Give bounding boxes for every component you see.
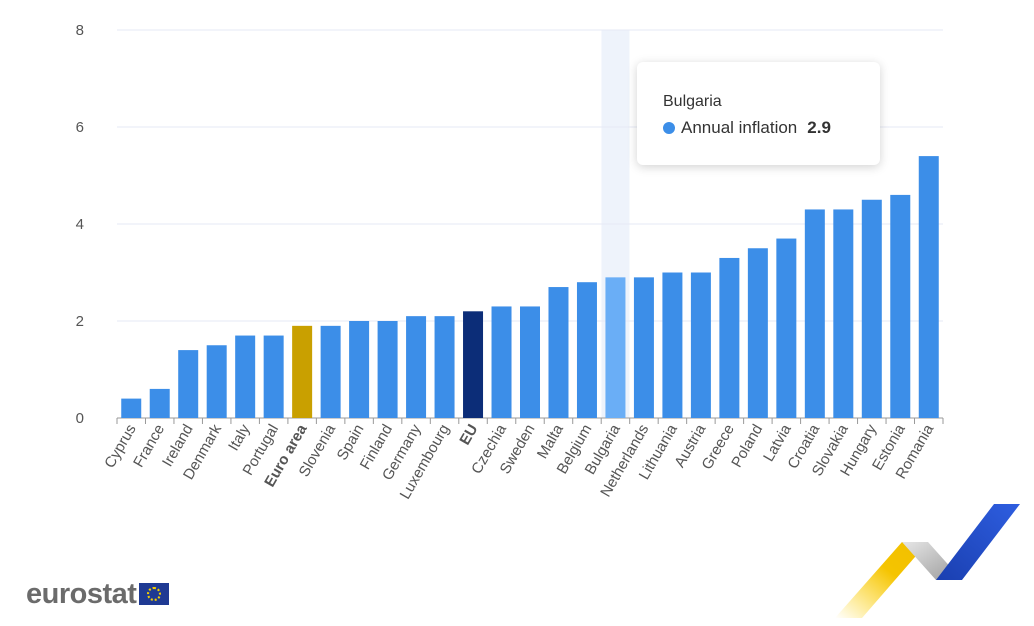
bar [861,199,882,418]
bar [633,277,654,418]
bar [833,209,854,418]
bar [890,194,911,418]
series-dot-icon [663,122,675,134]
y-tick-label: 0 [76,410,84,427]
bar [918,156,939,418]
bar [463,311,484,418]
bar [320,325,341,418]
bar [235,335,256,418]
bar [178,350,199,418]
eurostat-logo: eurostat [26,577,170,611]
bar [377,321,398,418]
bar [719,257,740,418]
bar [690,272,711,418]
y-tick-label: 8 [76,22,84,39]
bar [747,248,768,418]
x-tick-label: EU [456,422,481,449]
bar [605,277,626,418]
bar [434,316,455,418]
tooltip-value: 2.9 [807,118,831,137]
x-tick-label: Italy [225,421,254,454]
bar [121,398,142,418]
bar [206,345,227,418]
bar [292,325,313,418]
bar [491,306,512,418]
bar [662,272,683,418]
bar [776,238,797,418]
bar [263,335,284,418]
bar [520,306,540,418]
bar [548,287,569,418]
logo-text: eurostat [26,578,137,610]
bar [576,282,597,418]
eu-flag-icon [139,583,170,605]
y-tick-label: 6 [76,119,84,136]
tooltip-title: Bulgaria [663,93,722,110]
bar [149,388,170,418]
chart-tooltip: Bulgaria Annual inflation 2.9 [637,62,880,165]
tooltip-row: Annual inflation 2.9 [663,117,880,139]
y-tick-label: 2 [76,313,84,330]
brand-graphic-icon [835,504,1020,618]
bar [349,321,370,418]
bar [406,316,427,418]
y-tick-label: 4 [76,216,84,233]
tooltip-series-label: Annual inflation [681,118,798,137]
bar [804,209,825,418]
